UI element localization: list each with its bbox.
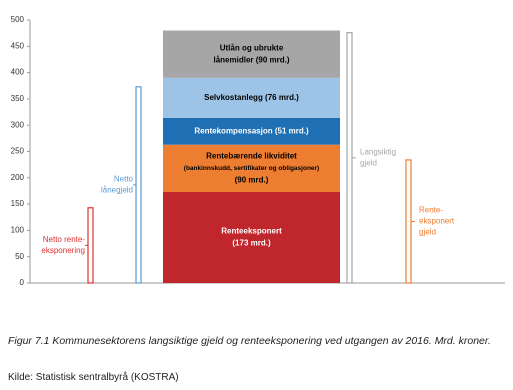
segment-label: Utlån og ubrukte [220, 43, 284, 52]
segment-label: Renteeksponert [221, 227, 282, 236]
bar-segment [163, 77, 340, 118]
bracket-label: gjeld [360, 158, 377, 167]
y-tick-label: 150 [11, 199, 25, 208]
caption: Figur 7.1 Kommunesektorens langsiktige g… [8, 335, 491, 347]
bar-segment [163, 117, 340, 145]
bracket-label: eksponering [41, 246, 85, 255]
bar-segment [163, 30, 340, 78]
bracket-label: Rente- [419, 206, 443, 215]
y-tick-label: 300 [11, 120, 25, 129]
bracket [135, 86, 142, 284]
y-tick-label: 400 [11, 68, 25, 77]
segment-label: lånemidler (90 mrd.) [213, 55, 289, 64]
bracket-label: Netto rente- [43, 235, 86, 244]
segment-label: (bankinnskudd, sertifikater og obligasjo… [184, 165, 319, 172]
y-tick-label: 0 [20, 278, 25, 287]
chart: 0 50 100 150 200 250 300 350 400 450 500 Renteekspo… [11, 15, 505, 287]
bracket-label: Netto [114, 175, 134, 184]
bracket [405, 159, 412, 284]
bar-segment [163, 192, 340, 283]
y-tick-label: 200 [11, 173, 25, 182]
bar-segment [163, 144, 340, 193]
y-tick-label: 500 [11, 15, 25, 24]
y-tick-label: 450 [11, 41, 25, 50]
y-tick-label: 250 [11, 147, 25, 156]
bracket-label: gjeld [419, 228, 436, 237]
bracket-label: Langsiktig [360, 147, 396, 156]
bracket [87, 207, 94, 284]
bracket-label: lånegjeld [101, 186, 133, 195]
source: Kilde: Statistisk sentralbyrå (KOSTRA) [8, 372, 179, 383]
y-tick-label: 100 [11, 226, 25, 235]
segment-label: Rentebærende likviditet [206, 151, 297, 160]
segment-label: (90 mrd.) [235, 175, 269, 184]
y-tick-label: 350 [11, 94, 25, 103]
segment-label: (173 mrd.) [232, 239, 271, 248]
y-tick-label: 50 [15, 252, 24, 261]
segment-label: Selvkostanlegg (76 mrd.) [204, 93, 299, 102]
segment-label: Rentekompensasjon (51 mrd.) [194, 126, 309, 135]
bracket-label: eksponert [419, 217, 455, 226]
bracket [346, 32, 353, 284]
